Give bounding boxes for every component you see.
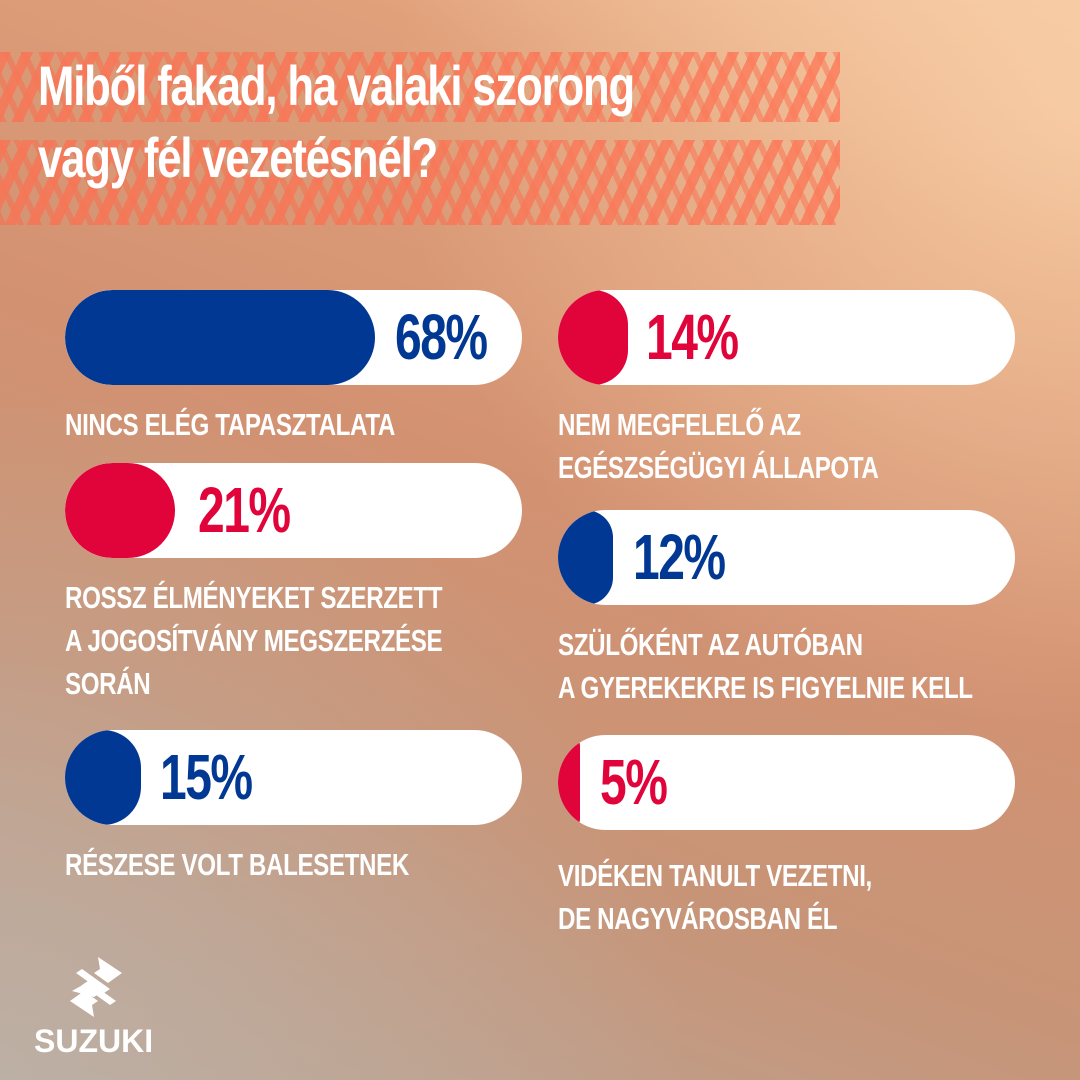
progress-fill [558, 735, 580, 830]
page-title: Miből fakad, ha valaki szorong vagy fél … [38, 50, 635, 194]
progress-pill: 15% [65, 730, 522, 825]
progress-pill: 14% [558, 290, 1015, 385]
stat-item-rural-learner: 5% Vidéken tanult vezetni, de nagyvárosb… [558, 735, 1015, 940]
progress-fill [558, 510, 613, 605]
percentage-value: 68% [395, 301, 488, 373]
stat-label: Szülőként az autóban a gyerekekre is fig… [558, 627, 973, 705]
tire-tread-decoration [0, 140, 840, 225]
stat-item-bad-experience: 21% Rossz élményeket szerzett a jogosítv… [65, 463, 522, 705]
progress-fill [65, 730, 141, 825]
stat-item-accident: 15% Részese volt balesetnek [65, 730, 522, 886]
stat-label: Vidéken tanult vezetni, de nagyvárosban … [558, 858, 872, 936]
progress-pill: 68% [65, 290, 522, 385]
percentage-value: 14% [646, 301, 739, 373]
progress-pill: 12% [558, 510, 1015, 605]
percentage-value: 15% [160, 741, 253, 813]
progress-pill: 21% [65, 463, 522, 558]
stat-item-health-condition: 14% Nem megfelelő az egészségügyi állapo… [558, 290, 1015, 489]
progress-fill [65, 463, 175, 558]
stat-label: Nincs elég tapasztalata [65, 407, 395, 442]
progress-fill [65, 290, 375, 385]
suzuki-s-logo-icon [70, 957, 122, 1017]
stat-label: Részese volt balesetnek [65, 847, 409, 882]
brand-name: SUZUKI [34, 1023, 154, 1059]
stat-item-parent-children: 12% Szülőként az autóban a gyerekekre is… [558, 510, 1015, 709]
title-line-2: vagy fél vezetésnél? [38, 126, 438, 189]
suzuki-logo: SUZUKI [34, 955, 174, 1060]
progress-fill [558, 290, 628, 385]
percentage-value: 21% [198, 474, 291, 546]
progress-pill: 5% [558, 735, 1015, 830]
title-line-1: Miből fakad, ha valaki szorong [38, 54, 635, 117]
stat-label: Nem megfelelő az egészségügyi állapota [558, 407, 879, 485]
percentage-value: 12% [633, 521, 726, 593]
stat-item-no-experience: 68% Nincs elég tapasztalata [65, 290, 522, 446]
percentage-value: 5% [600, 746, 668, 818]
tire-tread-decoration [0, 52, 840, 122]
stat-label: Rossz élményeket szerzett a jogosítvány … [65, 580, 443, 701]
